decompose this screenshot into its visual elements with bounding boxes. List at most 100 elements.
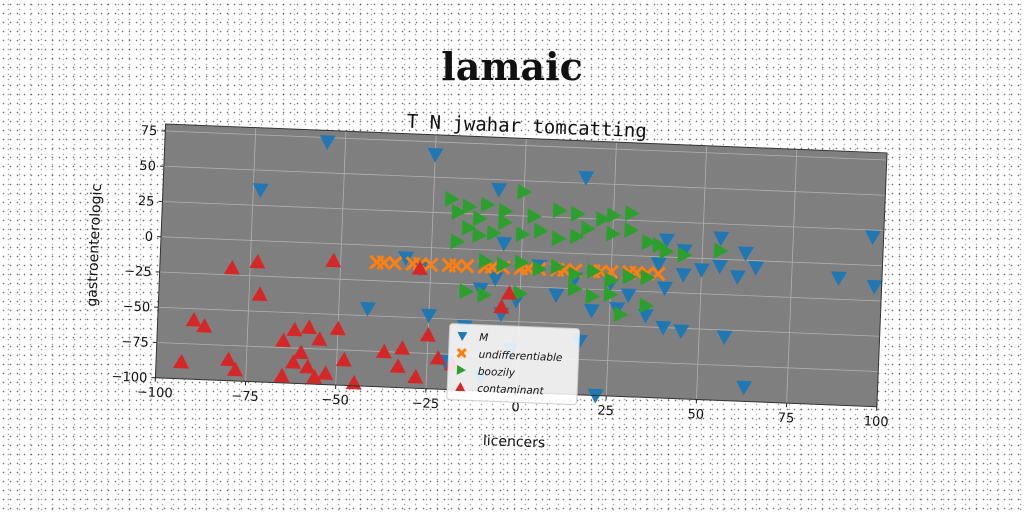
data-point [548, 288, 565, 304]
data-point [292, 344, 309, 360]
data-point [472, 227, 488, 244]
data-point [613, 306, 629, 323]
y-grid-line [159, 271, 882, 302]
data-point [624, 205, 640, 222]
data-point [427, 147, 444, 163]
data-point [329, 320, 346, 336]
data-point [498, 214, 513, 231]
data-point [748, 261, 765, 276]
data-point [552, 202, 568, 219]
data-point [641, 233, 657, 250]
data-point [273, 367, 290, 383]
x-tick-label: 25 [597, 404, 614, 420]
legend-label: M [479, 332, 489, 344]
data-point [251, 286, 268, 302]
data-point [716, 330, 733, 346]
y-tick-label: 50 [139, 159, 156, 175]
data-point [583, 303, 600, 319]
series-contaminant [173, 252, 517, 390]
data-point [595, 210, 611, 227]
x-axis-label: licencers [483, 433, 546, 451]
data-point [515, 226, 531, 243]
data-point [473, 210, 488, 227]
data-point [532, 260, 548, 277]
legend-label: undifferentiable [478, 349, 562, 364]
data-point [450, 233, 466, 250]
data-point [407, 368, 424, 384]
data-point [587, 388, 604, 404]
data-point [568, 266, 584, 283]
data-point [477, 286, 492, 303]
data-point [359, 301, 376, 317]
data-point [550, 258, 566, 275]
data-point [866, 279, 883, 295]
data-point [429, 350, 446, 365]
data-point [659, 243, 675, 260]
data-point [622, 268, 638, 285]
data-point [286, 321, 303, 337]
data-point [444, 190, 460, 207]
data-point [729, 270, 746, 285]
data-point [319, 135, 336, 150]
data-point [570, 205, 586, 222]
data-point [220, 351, 237, 367]
data-point [223, 259, 240, 275]
data-point [317, 365, 334, 381]
y-tick-label: 0 [144, 230, 153, 245]
data-point [517, 183, 533, 200]
data-point [567, 280, 583, 297]
series-boozily [444, 183, 729, 323]
y-grid-line [158, 306, 880, 337]
data-point [533, 222, 549, 239]
data-point [830, 271, 847, 287]
data-point [491, 182, 508, 198]
data-point [677, 246, 693, 263]
y-tick-label: 25 [138, 194, 155, 210]
data-point [658, 233, 675, 249]
data-point [306, 369, 323, 384]
data-point [252, 183, 269, 198]
legend-marker [457, 331, 468, 342]
data-point [459, 283, 474, 300]
data-point [448, 257, 464, 274]
y-grid-line [165, 130, 887, 161]
data-point [498, 202, 514, 219]
data-point [394, 340, 410, 355]
data-point [496, 256, 512, 273]
y-tick-label: −50 [122, 299, 150, 315]
y-tick-label: 75 [140, 124, 157, 140]
y-tick-label: −25 [124, 264, 152, 280]
data-points [173, 135, 883, 404]
data-point [419, 327, 436, 342]
data-point [478, 252, 494, 269]
legend-label: contaminant [477, 383, 545, 398]
data-point [640, 269, 656, 286]
data-point [462, 198, 478, 215]
data-point [493, 298, 510, 314]
data-point [496, 236, 513, 252]
data-point [513, 285, 529, 302]
data-point [173, 353, 190, 369]
data-point [376, 255, 392, 271]
data-point [737, 246, 754, 262]
data-point [551, 230, 567, 247]
data-point [185, 312, 202, 327]
data-point [713, 242, 729, 259]
data-point [604, 272, 619, 289]
data-point [606, 225, 621, 242]
x-tick-label: −25 [411, 396, 439, 412]
data-point [652, 237, 668, 254]
data-point [300, 319, 317, 335]
data-point [586, 262, 602, 279]
y-grid-line [162, 201, 884, 231]
data-point [693, 263, 710, 278]
data-point [569, 228, 585, 245]
data-point [603, 286, 619, 303]
data-point [461, 219, 477, 236]
data-point [673, 324, 690, 340]
data-point [275, 332, 292, 348]
y-axis-label: gastroenterologic [84, 184, 105, 307]
x-tick-label: −100 [137, 385, 173, 401]
data-point [226, 361, 243, 377]
